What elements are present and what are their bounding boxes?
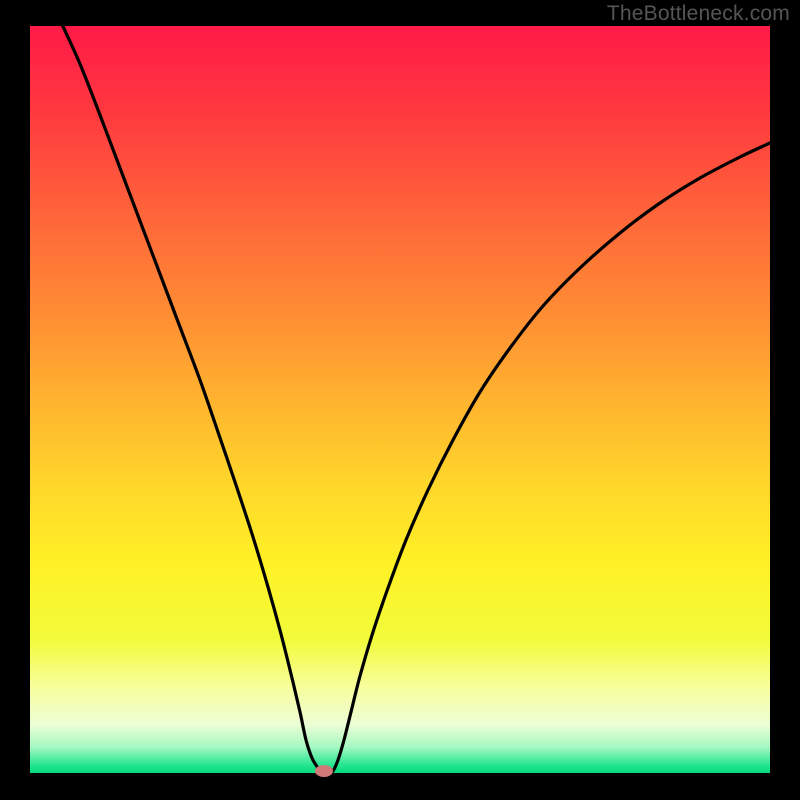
minimum-marker bbox=[315, 765, 333, 777]
watermark-text: TheBottleneck.com bbox=[607, 2, 790, 26]
plot-background bbox=[30, 26, 770, 773]
bottleneck-curve-chart bbox=[0, 0, 800, 800]
chart-container: TheBottleneck.com bbox=[0, 0, 800, 800]
